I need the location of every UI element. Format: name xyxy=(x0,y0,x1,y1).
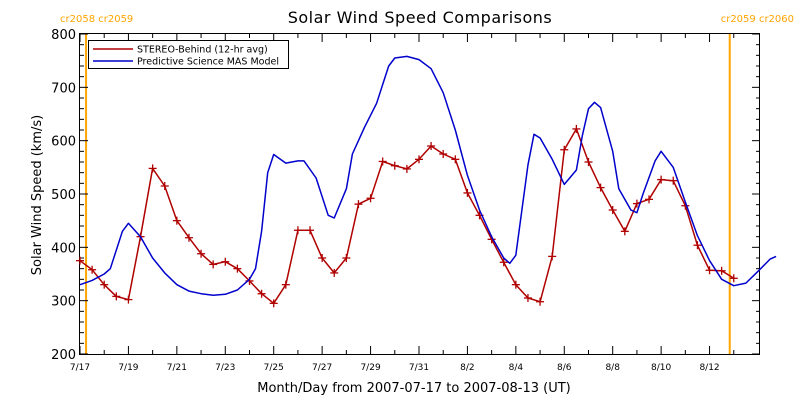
data-point xyxy=(160,182,169,190)
data-point xyxy=(511,280,520,289)
x-tick-label: 7/29 xyxy=(360,363,380,373)
data-point xyxy=(439,150,448,158)
series-line-stereo-behind xyxy=(79,128,735,305)
data-point xyxy=(427,142,436,150)
data-point xyxy=(560,145,569,154)
data-point xyxy=(318,254,327,262)
data-point xyxy=(378,157,387,166)
x-tick-label: 7/27 xyxy=(312,363,332,373)
y-tick-label: 400 xyxy=(51,241,76,256)
x-tick-label: 8/6 xyxy=(557,363,572,373)
data-point xyxy=(414,155,423,164)
data-point xyxy=(645,195,654,204)
x-tick-label: 8/8 xyxy=(605,363,620,373)
y-axis-label: Solar Wind Speed (km/s) xyxy=(30,115,45,275)
data-point xyxy=(669,176,678,185)
data-point xyxy=(209,260,218,269)
data-point xyxy=(148,164,157,173)
plot-frame xyxy=(79,33,760,355)
data-point xyxy=(584,158,593,166)
data-point xyxy=(620,227,629,236)
data-point xyxy=(293,226,302,235)
data-point xyxy=(729,274,738,283)
x-tick-label: 8/12 xyxy=(699,363,719,373)
x-tick-label: 7/17 xyxy=(70,363,90,373)
data-point xyxy=(269,299,278,308)
x-tick-label: 7/23 xyxy=(215,363,235,373)
x-tick-label: 7/25 xyxy=(264,363,284,373)
data-point xyxy=(76,256,84,265)
y-tick-label: 300 xyxy=(51,295,76,310)
series-lines xyxy=(76,55,777,308)
x-tick-label: 8/2 xyxy=(460,363,474,373)
y-tick-label: 800 xyxy=(51,28,76,43)
x-tick-label: 8/10 xyxy=(651,363,671,373)
data-point xyxy=(88,265,97,274)
data-point xyxy=(330,268,339,277)
data-point xyxy=(402,164,411,173)
carrington-marker-label: cr2059 cr2060 xyxy=(721,14,794,25)
data-point xyxy=(390,161,399,170)
data-point xyxy=(354,200,363,209)
data-point xyxy=(366,194,375,203)
data-point xyxy=(342,254,351,262)
data-point xyxy=(572,124,581,133)
data-point xyxy=(717,266,726,275)
data-point xyxy=(451,155,460,164)
x-tick-label: 8/4 xyxy=(509,363,524,373)
axes-ticks: 200 300 400 500 600 700 800 7/17 7/19 7/21 7/23 7/2… xyxy=(51,28,760,373)
carrington-marker-label: cr2058 cr2059 xyxy=(60,14,133,25)
series-line-mas-model xyxy=(79,55,777,297)
data-point xyxy=(657,175,666,184)
data-point xyxy=(100,280,109,289)
x-tick-label: 7/19 xyxy=(118,363,138,373)
x-tick-label: 7/31 xyxy=(409,363,429,373)
data-point xyxy=(197,249,206,258)
data-point xyxy=(596,183,605,192)
data-point xyxy=(608,206,617,214)
y-tick-label: 600 xyxy=(51,135,76,150)
data-point xyxy=(184,233,193,242)
data-point xyxy=(257,289,266,298)
data-point xyxy=(499,258,508,267)
data-point xyxy=(523,294,532,302)
legend-box xyxy=(88,40,289,69)
data-point xyxy=(112,292,121,301)
data-point xyxy=(281,280,290,289)
data-point xyxy=(705,266,714,275)
data-point xyxy=(548,252,557,261)
legend-label: Predictive Science MAS Model xyxy=(137,57,279,68)
legend: STEREO-Behind (12-hr avg)Predictive Scie… xyxy=(88,40,289,69)
data-point xyxy=(536,297,545,306)
y-tick-label: 200 xyxy=(51,348,76,363)
data-point xyxy=(693,241,702,250)
y-tick-label: 700 xyxy=(51,81,76,96)
chart-title: Solar Wind Speed Comparisons xyxy=(288,8,553,27)
data-point xyxy=(221,257,230,266)
y-tick-label: 500 xyxy=(51,188,76,203)
data-point xyxy=(306,226,315,235)
legend-label: STEREO-Behind (12-hr avg) xyxy=(137,45,268,56)
data-point xyxy=(463,188,472,197)
x-axis-label: Month/Day from 2007-07-17 to 2007-08-13 … xyxy=(257,381,570,396)
x-tick-label: 7/21 xyxy=(167,363,187,373)
data-point xyxy=(172,216,181,225)
data-point xyxy=(233,264,242,273)
data-point xyxy=(124,295,133,304)
